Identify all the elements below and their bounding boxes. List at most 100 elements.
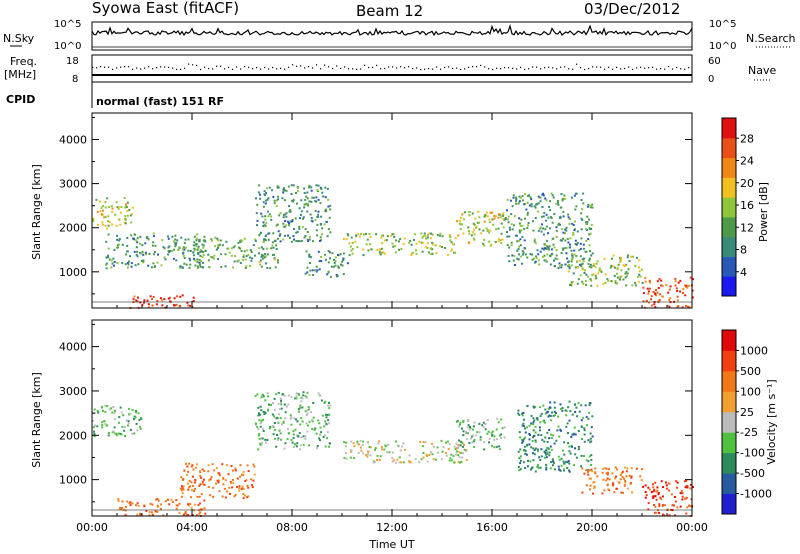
data-point <box>302 435 305 438</box>
data-point <box>476 431 479 434</box>
data-point <box>207 253 210 256</box>
data-point <box>588 257 591 260</box>
data-point <box>428 251 430 254</box>
data-point <box>507 218 509 221</box>
data-point <box>648 281 651 284</box>
data-point <box>642 485 645 488</box>
data-point <box>266 210 269 213</box>
data-point <box>472 434 475 437</box>
nave-point <box>468 66 470 68</box>
data-point <box>518 222 521 225</box>
data-point <box>668 482 670 485</box>
data-point <box>660 284 663 287</box>
data-point <box>128 208 131 211</box>
data-point <box>348 254 351 257</box>
data-point <box>391 457 394 459</box>
data-point <box>138 419 141 421</box>
data-point <box>395 440 397 443</box>
nave-point <box>500 68 502 70</box>
data-point <box>102 209 104 212</box>
data-point <box>425 245 428 248</box>
data-point <box>424 234 427 237</box>
data-point <box>471 441 474 444</box>
data-point <box>525 208 528 211</box>
data-point <box>478 422 481 425</box>
data-point <box>310 186 313 189</box>
data-point <box>679 279 682 282</box>
data-point <box>302 391 305 394</box>
data-point <box>262 224 265 227</box>
data-point <box>267 395 269 398</box>
nave-point <box>568 68 570 70</box>
data-point <box>655 511 658 514</box>
data-point <box>300 199 303 202</box>
data-point <box>483 448 486 451</box>
data-point <box>519 462 522 465</box>
data-point <box>209 478 212 481</box>
data-point <box>119 223 122 226</box>
data-point <box>198 495 201 498</box>
nave-point <box>168 66 170 68</box>
cpid-value: normal (fast) 151 RF <box>96 95 224 108</box>
data-point <box>648 279 651 282</box>
data-point <box>560 429 562 432</box>
data-point <box>288 210 291 213</box>
data-point <box>228 251 231 254</box>
data-point <box>101 406 104 409</box>
data-point <box>104 423 107 426</box>
data-point <box>500 222 503 225</box>
data-point <box>645 300 648 302</box>
nave-point <box>256 67 258 69</box>
data-point <box>312 416 315 419</box>
data-point <box>337 265 340 268</box>
nave-point <box>224 68 226 70</box>
data-point <box>557 222 560 225</box>
nave-point <box>192 64 194 66</box>
data-point <box>230 247 233 250</box>
data-point <box>483 441 486 444</box>
nave-point <box>440 68 442 70</box>
data-point <box>259 442 262 445</box>
data-point <box>557 203 560 206</box>
data-point <box>493 446 496 449</box>
nave-point <box>372 66 374 68</box>
data-point <box>676 306 679 309</box>
data-point <box>359 235 361 238</box>
data-point <box>562 215 565 218</box>
data-point <box>630 467 633 470</box>
data-point <box>259 263 262 266</box>
data-point <box>575 255 578 257</box>
data-point <box>533 238 536 241</box>
data-point <box>573 194 576 197</box>
data-point <box>211 256 214 259</box>
data-point <box>518 413 521 416</box>
data-point <box>650 298 652 301</box>
data-point <box>629 482 632 485</box>
data-point <box>329 275 332 278</box>
date-title: 03/Dec/2012 <box>584 0 680 18</box>
data-point <box>193 235 196 238</box>
data-point <box>110 259 113 262</box>
data-point <box>296 434 299 437</box>
data-point <box>521 439 523 441</box>
data-point <box>342 257 345 260</box>
nave-point <box>680 68 682 70</box>
data-point <box>631 491 633 494</box>
data-point <box>279 212 282 215</box>
data-point <box>545 225 548 228</box>
data-point <box>265 192 267 195</box>
data-point <box>256 224 258 227</box>
data-point <box>174 238 177 241</box>
data-point <box>409 240 412 242</box>
nave-point <box>572 68 574 70</box>
data-point <box>603 489 606 492</box>
data-point <box>665 484 668 487</box>
data-point <box>285 405 288 408</box>
data-point <box>217 258 219 261</box>
data-point <box>200 260 202 262</box>
data-point <box>589 278 592 281</box>
data-point <box>321 227 324 230</box>
data-point <box>458 423 461 426</box>
data-point <box>689 487 692 490</box>
data-point <box>545 260 548 263</box>
